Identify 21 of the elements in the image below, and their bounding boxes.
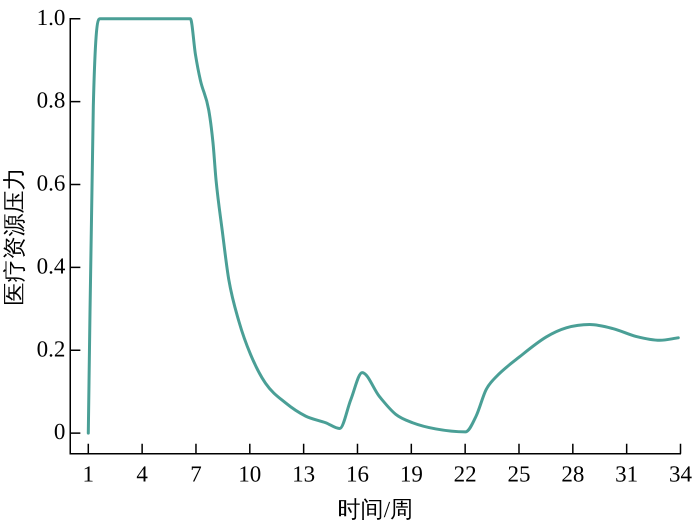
x-tick-label: 31 bbox=[615, 462, 638, 487]
y-tick-label: 1.0 bbox=[36, 4, 66, 30]
x-tick-label: 28 bbox=[561, 462, 584, 487]
x-tick-label: 25 bbox=[507, 462, 530, 487]
x-tick-label: 4 bbox=[136, 462, 148, 487]
x-tick-label: 34 bbox=[669, 462, 692, 487]
x-tick-label: 19 bbox=[400, 462, 423, 487]
y-tick-label: 0.4 bbox=[36, 253, 66, 278]
y-tick-label: 0.8 bbox=[36, 88, 66, 113]
x-axis-title: 时间/周 bbox=[338, 497, 414, 522]
y-tick-label: 0.6 bbox=[36, 170, 66, 196]
x-tick-label: 7 bbox=[190, 462, 202, 487]
x-tick-label: 10 bbox=[238, 462, 262, 487]
x-tick-label: 22 bbox=[454, 462, 477, 487]
y-tick-label: 0.2 bbox=[36, 336, 66, 362]
y-axis-title: 医疗资源压力 bbox=[2, 167, 27, 306]
line-series bbox=[86, 17, 680, 435]
x-tick-label: 16 bbox=[346, 462, 369, 487]
x-tick-label: 1 bbox=[82, 462, 94, 487]
x-tick-label: 13 bbox=[292, 462, 316, 487]
y-tick-label: 0 bbox=[54, 419, 66, 444]
